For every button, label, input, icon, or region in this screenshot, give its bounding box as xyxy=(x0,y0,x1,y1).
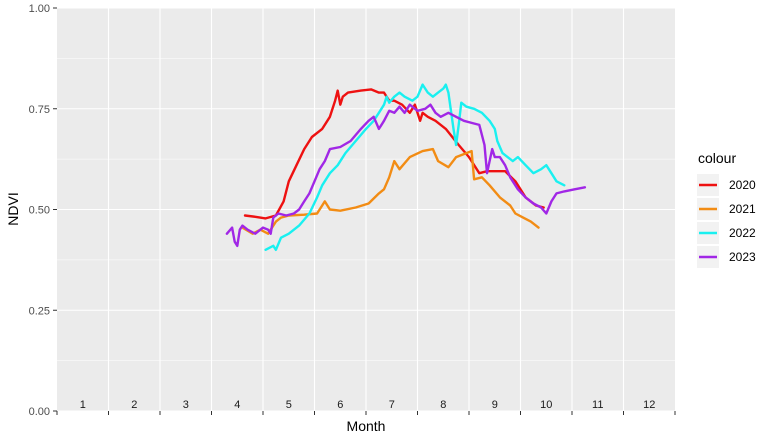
series-lines xyxy=(225,83,587,251)
x-tick-label: 6 xyxy=(337,399,343,411)
y-axis-title: NDVI xyxy=(5,192,21,225)
x-tick-label: 2 xyxy=(131,399,137,411)
y-tick-label: 0.00 xyxy=(29,406,50,418)
grid-major xyxy=(57,7,675,412)
x-tick-label: 5 xyxy=(286,399,292,411)
legend-label-2020: 2020 xyxy=(729,178,756,192)
x-tick-label: 11 xyxy=(592,399,603,411)
y-tick-label: 1.00 xyxy=(29,3,50,15)
y-axis: 0.00 0.25 0.50 0.75 1.00 xyxy=(29,3,57,418)
legend-label-2022: 2022 xyxy=(729,226,756,240)
legend: colour 2020 2021 2022 2023 xyxy=(697,150,756,268)
legend-label-2021: 2021 xyxy=(729,202,756,216)
x-tick-label: 12 xyxy=(643,399,655,411)
series-line-2023 xyxy=(225,103,587,247)
x-tick-label: 8 xyxy=(440,399,446,411)
x-axis-ticks xyxy=(56,411,676,415)
x-tick-label: 4 xyxy=(234,399,240,411)
series-line-2022 xyxy=(264,83,566,251)
y-tick-label: 0.25 xyxy=(29,305,50,317)
x-tick-label: 9 xyxy=(492,399,498,411)
x-tick-label: 10 xyxy=(540,399,552,411)
legend-title: colour xyxy=(698,150,736,166)
x-tick-label: 3 xyxy=(183,399,189,411)
x-tick-labels: 1 2 3 4 5 6 7 8 9 10 11 12 xyxy=(80,399,656,411)
x-axis-title: Month xyxy=(347,418,386,434)
x-tick-label: 7 xyxy=(389,399,395,411)
y-tick-label: 0.50 xyxy=(29,205,50,217)
legend-label-2023: 2023 xyxy=(729,250,756,264)
x-tick-label: 1 xyxy=(80,399,86,411)
y-tick-label: 0.75 xyxy=(29,104,50,116)
